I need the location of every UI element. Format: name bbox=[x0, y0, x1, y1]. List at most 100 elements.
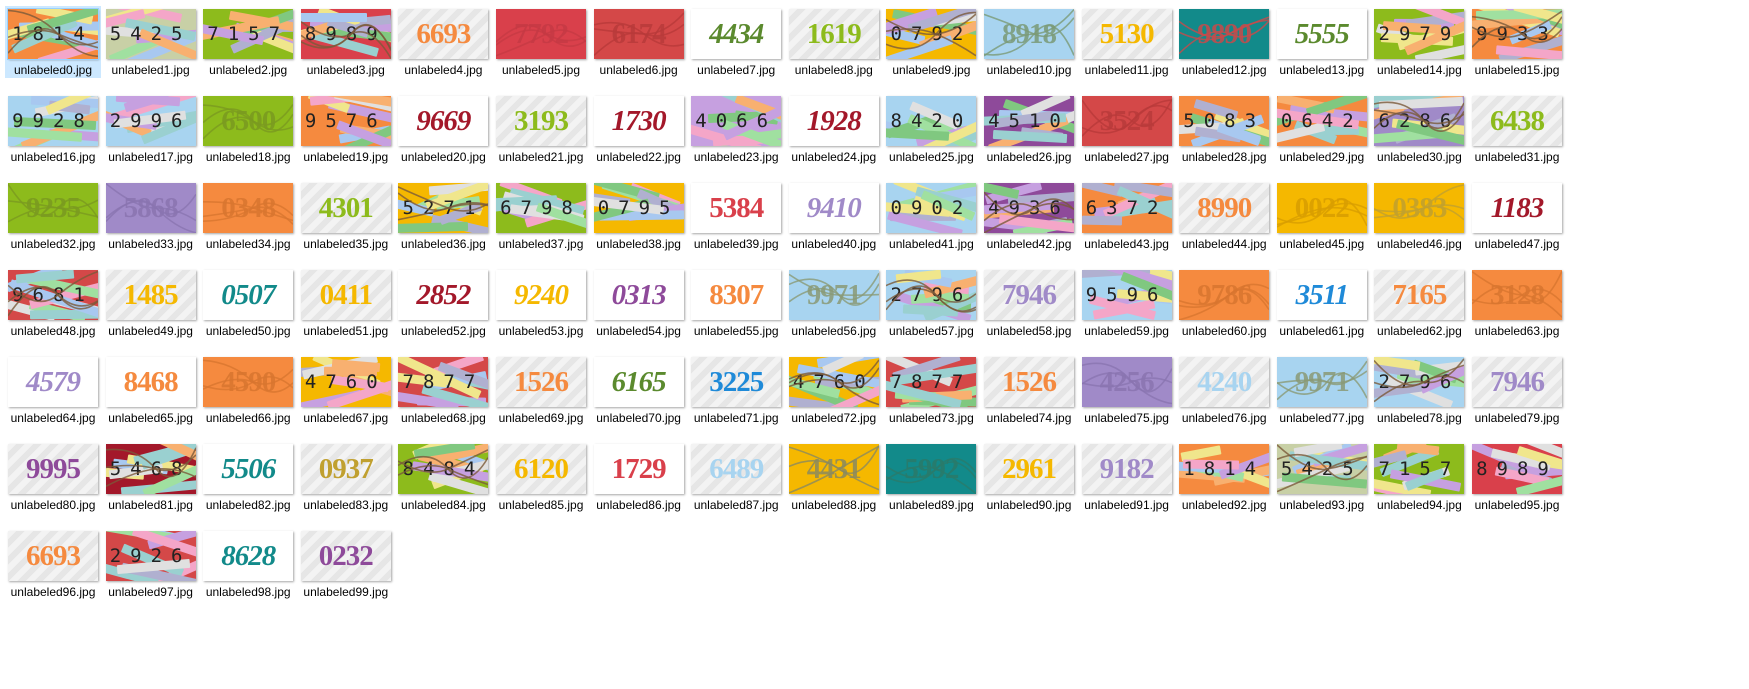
image-thumbnail[interactable]: 9235 bbox=[8, 183, 98, 233]
image-thumbnail[interactable]: 4936 bbox=[984, 183, 1074, 233]
file-item[interactable]: 9669 unlabeled20.jpg bbox=[395, 93, 491, 165]
file-item[interactable]: 1526 unlabeled74.jpg bbox=[981, 354, 1077, 426]
image-thumbnail[interactable]: 8918 bbox=[984, 9, 1074, 59]
file-item[interactable]: 4240 unlabeled76.jpg bbox=[1176, 354, 1272, 426]
image-thumbnail[interactable]: 2796 bbox=[1374, 357, 1465, 407]
image-thumbnail[interactable]: 4590 bbox=[203, 357, 294, 407]
file-item[interactable]: 6693 unlabeled96.jpg bbox=[5, 528, 101, 600]
image-thumbnail[interactable]: 9928 bbox=[8, 96, 98, 146]
file-item[interactable]: 6120 unlabeled85.jpg bbox=[493, 441, 589, 513]
file-item[interactable]: 2852 unlabeled52.jpg bbox=[395, 267, 491, 339]
image-thumbnail[interactable]: 2852 bbox=[398, 270, 489, 320]
image-thumbnail[interactable]: 0642 bbox=[1276, 96, 1367, 146]
image-thumbnail[interactable]: 2796 bbox=[886, 270, 977, 320]
image-thumbnail[interactable]: 4066 bbox=[691, 96, 782, 146]
file-item[interactable]: 6286 unlabeled30.jpg bbox=[1371, 93, 1467, 165]
image-thumbnail[interactable]: 0383 bbox=[1374, 183, 1465, 233]
file-item[interactable]: 0507 unlabeled50.jpg bbox=[200, 267, 296, 339]
file-item[interactable]: 6798 unlabeled37.jpg bbox=[493, 180, 589, 252]
file-item[interactable]: 6174 unlabeled6.jpg bbox=[591, 6, 687, 78]
image-thumbnail[interactable]: 7157 bbox=[203, 9, 294, 59]
image-thumbnail[interactable]: 6286 bbox=[1374, 96, 1465, 146]
file-item[interactable]: 8990 unlabeled44.jpg bbox=[1176, 180, 1272, 252]
file-item[interactable]: 2796 unlabeled78.jpg bbox=[1371, 354, 1467, 426]
image-thumbnail[interactable]: 3225 bbox=[691, 357, 782, 407]
file-item[interactable]: 5506 unlabeled82.jpg bbox=[200, 441, 296, 513]
image-thumbnail[interactable]: 3511 bbox=[1276, 270, 1367, 320]
file-item[interactable]: 0383 unlabeled46.jpg bbox=[1371, 180, 1467, 252]
file-item[interactable]: 5271 unlabeled36.jpg bbox=[395, 180, 491, 252]
image-thumbnail[interactable]: 7946 bbox=[984, 270, 1074, 320]
file-item[interactable]: 5555 unlabeled13.jpg bbox=[1274, 6, 1370, 78]
image-thumbnail[interactable]: 7946 bbox=[1472, 357, 1562, 407]
image-thumbnail[interactable]: 9596 bbox=[1081, 270, 1172, 320]
image-thumbnail[interactable]: 9995 bbox=[8, 444, 98, 494]
image-thumbnail[interactable]: 0022 bbox=[1276, 183, 1367, 233]
file-item[interactable]: 0411 unlabeled51.jpg bbox=[298, 267, 394, 339]
file-item[interactable]: 9235 unlabeled32.jpg bbox=[5, 180, 101, 252]
file-item[interactable]: 9596 unlabeled59.jpg bbox=[1079, 267, 1175, 339]
file-item[interactable]: 8420 unlabeled25.jpg bbox=[883, 93, 979, 165]
image-thumbnail[interactable]: 5468 bbox=[105, 444, 196, 494]
file-item[interactable]: 5384 unlabeled39.jpg bbox=[688, 180, 784, 252]
image-thumbnail[interactable]: 4579 bbox=[8, 357, 98, 407]
image-thumbnail[interactable]: 9576 bbox=[300, 96, 391, 146]
image-thumbnail[interactable]: 5868 bbox=[105, 183, 196, 233]
image-thumbnail[interactable]: 1729 bbox=[593, 444, 684, 494]
image-thumbnail[interactable]: 9410 bbox=[788, 183, 879, 233]
file-item[interactable]: 6438 unlabeled31.jpg bbox=[1469, 93, 1565, 165]
file-item[interactable]: 6165 unlabeled70.jpg bbox=[591, 354, 687, 426]
file-item[interactable]: 5992 unlabeled89.jpg bbox=[883, 441, 979, 513]
image-thumbnail[interactable]: 5555 bbox=[1276, 9, 1367, 59]
image-thumbnail[interactable]: 0795 bbox=[593, 183, 684, 233]
image-thumbnail[interactable]: 1526 bbox=[984, 357, 1074, 407]
image-thumbnail[interactable]: 9669 bbox=[398, 96, 489, 146]
file-item[interactable]: 6500 unlabeled18.jpg bbox=[200, 93, 296, 165]
file-item[interactable]: 0232 unlabeled99.jpg bbox=[298, 528, 394, 600]
image-thumbnail[interactable]: 6693 bbox=[8, 531, 98, 581]
image-thumbnail[interactable]: 5271 bbox=[398, 183, 489, 233]
file-item[interactable]: 3225 unlabeled71.jpg bbox=[688, 354, 784, 426]
image-thumbnail[interactable]: 3128 bbox=[1472, 270, 1562, 320]
file-item[interactable]: 0313 unlabeled54.jpg bbox=[591, 267, 687, 339]
image-thumbnail[interactable]: 7165 bbox=[1374, 270, 1465, 320]
image-thumbnail[interactable]: 0792 bbox=[886, 9, 977, 59]
image-thumbnail[interactable]: 1485 bbox=[105, 270, 196, 320]
file-item[interactable]: 1928 unlabeled24.jpg bbox=[786, 93, 882, 165]
file-item[interactable]: 9786 unlabeled60.jpg bbox=[1176, 267, 1272, 339]
file-item[interactable]: 1526 unlabeled69.jpg bbox=[493, 354, 589, 426]
file-item[interactable]: 4431 unlabeled88.jpg bbox=[786, 441, 882, 513]
file-item[interactable]: 0937 unlabeled83.jpg bbox=[298, 441, 394, 513]
file-item[interactable]: 5130 unlabeled11.jpg bbox=[1079, 6, 1175, 78]
file-item[interactable]: 4256 unlabeled75.jpg bbox=[1079, 354, 1175, 426]
image-thumbnail[interactable]: 0313 bbox=[593, 270, 684, 320]
file-item[interactable]: 0795 unlabeled38.jpg bbox=[591, 180, 687, 252]
image-thumbnail[interactable]: 0902 bbox=[886, 183, 977, 233]
image-thumbnail[interactable]: 0507 bbox=[203, 270, 294, 320]
file-item[interactable]: 4760 unlabeled67.jpg bbox=[298, 354, 394, 426]
image-thumbnail[interactable]: 9681 bbox=[8, 270, 98, 320]
image-thumbnail[interactable]: 4760 bbox=[788, 357, 879, 407]
image-thumbnail[interactable]: 4256 bbox=[1081, 357, 1172, 407]
file-item[interactable]: 9890 unlabeled12.jpg bbox=[1176, 6, 1272, 78]
file-item[interactable]: 0022 unlabeled45.jpg bbox=[1274, 180, 1370, 252]
file-item[interactable]: 4579 unlabeled64.jpg bbox=[5, 354, 101, 426]
image-thumbnail[interactable]: 1814 bbox=[7, 8, 99, 60]
file-item[interactable]: 4301 unlabeled35.jpg bbox=[298, 180, 394, 252]
image-thumbnail[interactable]: 9890 bbox=[1179, 9, 1270, 59]
image-thumbnail[interactable]: 2979 bbox=[1374, 9, 1465, 59]
image-thumbnail[interactable]: 9182 bbox=[1081, 444, 1172, 494]
image-thumbnail[interactable]: 8484 bbox=[398, 444, 489, 494]
file-item[interactable]: 7157 unlabeled2.jpg bbox=[200, 6, 296, 78]
file-item[interactable]: 9933 unlabeled15.jpg bbox=[1469, 6, 1565, 78]
file-item[interactable]: 0792 unlabeled9.jpg bbox=[883, 6, 979, 78]
file-item[interactable]: 3193 unlabeled21.jpg bbox=[493, 93, 589, 165]
file-item[interactable]: 7165 unlabeled62.jpg bbox=[1371, 267, 1467, 339]
file-item[interactable]: 9995 unlabeled80.jpg bbox=[5, 441, 101, 513]
file-item[interactable]: 7877 unlabeled73.jpg bbox=[883, 354, 979, 426]
file-item[interactable]: 4936 unlabeled42.jpg bbox=[981, 180, 1077, 252]
file-item[interactable]: 0902 unlabeled41.jpg bbox=[883, 180, 979, 252]
image-thumbnail[interactable]: 8989 bbox=[300, 9, 391, 59]
file-item[interactable]: 5425 unlabeled1.jpg bbox=[103, 6, 199, 78]
image-thumbnail[interactable]: 0937 bbox=[300, 444, 391, 494]
